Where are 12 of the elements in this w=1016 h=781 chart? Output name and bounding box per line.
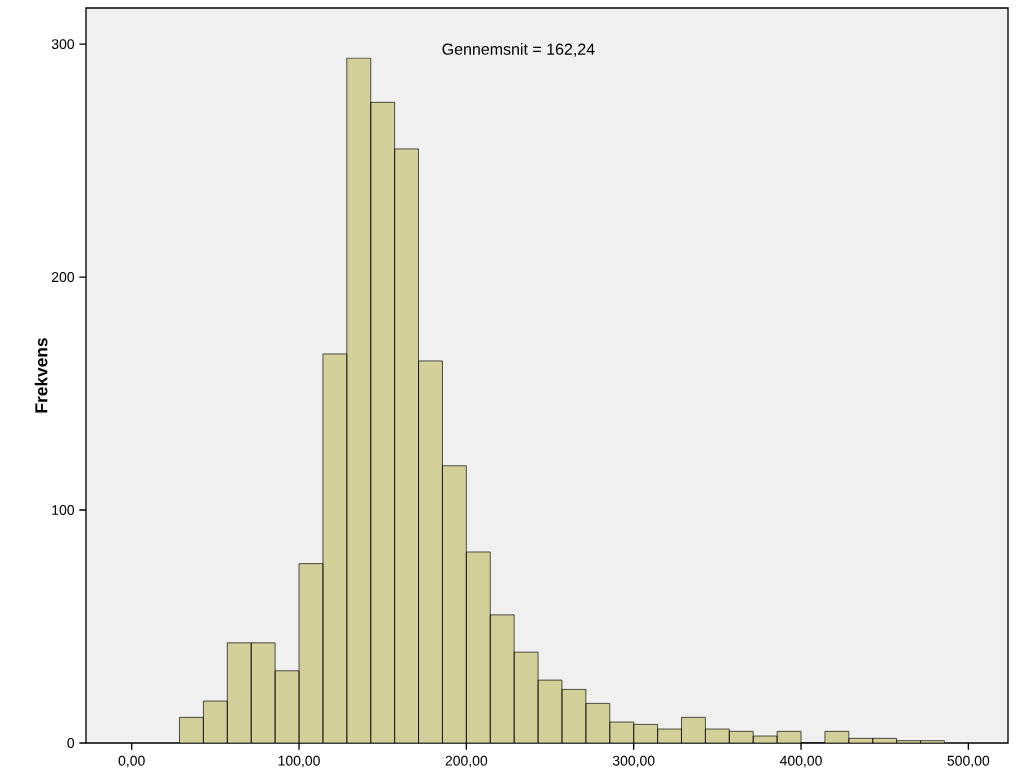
y-tick-label: 0 (67, 738, 75, 748)
y-tick-label: 200 (51, 272, 75, 283)
x-tick-label: 500,00 (947, 755, 990, 768)
y-tick-label: 100 (52, 505, 75, 515)
x-tick-label: 100,00 (278, 755, 320, 768)
annotation: Gennemsnit = 162,24 (442, 43, 595, 57)
y-axis-title: Frekvens (34, 338, 48, 413)
x-tick-label: 200,00 (445, 755, 488, 768)
x-tick-label: 0,00 (118, 755, 145, 768)
y-tick-label: 300 (51, 39, 75, 50)
x-tick-label: 400,00 (779, 755, 822, 768)
x-tick-label: 300,00 (612, 755, 655, 768)
